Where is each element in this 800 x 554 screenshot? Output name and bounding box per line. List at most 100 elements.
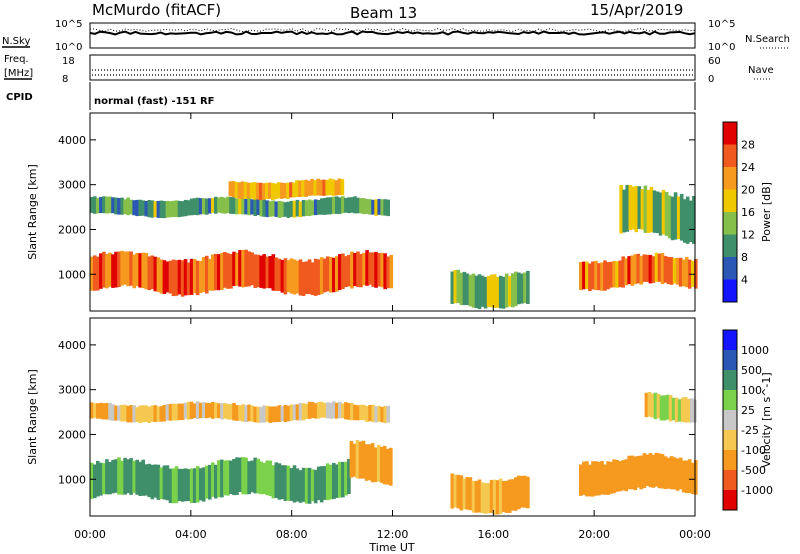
beam-title: Beam 13 [350,4,417,22]
echo-cell [241,249,245,288]
echo-cell [261,183,266,200]
echo-cell [498,478,503,514]
echo-cell [126,251,130,287]
echo-cell [238,197,242,215]
echo-cell [268,256,273,289]
colorbar-frame [722,329,738,511]
echo-cell [132,254,136,289]
echo-cell [274,257,279,291]
echo-cell [329,257,333,293]
echo-cell [511,273,515,308]
echo-cell [150,405,155,422]
echo-cell [520,273,524,304]
colorbar-tick-label: 25 [741,404,755,417]
echo-cell [198,402,203,419]
echo-cell [147,463,152,498]
echo-cell [477,479,482,513]
echo-cell [195,197,200,216]
echo-cell [262,254,266,289]
power-y-ticks: 4000 3000 2000 1000 [58,134,695,281]
echo-cell [371,404,375,423]
echo-cell [165,200,170,218]
echo-cell [117,198,121,215]
echo-cell [459,272,464,305]
echo-cell [208,258,212,291]
echo-cell [338,254,342,291]
echo-cell [606,262,610,290]
echo-cell [214,196,218,214]
colorbar-segment [723,390,737,411]
echo-cell [344,256,348,288]
echo-cell [247,251,251,287]
nsky-tick-top: 10^5 [55,19,82,30]
echo-cell [111,404,115,421]
echo-cell [228,181,233,197]
echo-cell [108,403,112,421]
nave-label: Nave [748,65,774,76]
echo-cell [350,251,354,289]
nsky-tick-bottom: 10^0 [55,42,82,53]
echo-cell [262,462,266,495]
echo-cell [223,403,227,419]
echo-cell [683,397,688,423]
echo-cell [627,455,631,490]
nsearch-label: N.Search [745,34,790,45]
echo-cell [295,468,300,502]
echo-cell [630,455,635,490]
x-tick-label: 00:00 [74,528,106,541]
echo-cell [114,405,118,421]
echo-cell [682,199,687,243]
echo-cell [253,254,257,288]
echo-cell [162,260,167,294]
echo-cell [664,192,669,236]
echo-cell [660,454,665,489]
echo-cell [265,256,270,289]
echo-cell [252,182,257,200]
y-tick-label: 1000 [58,268,86,281]
echo-cell [678,257,683,287]
echo-cell [322,258,327,293]
echo-cell [310,262,315,296]
echo-cell [298,201,303,218]
colorbar-segment [723,350,737,371]
echo-cell [168,468,173,503]
echo-cell [126,405,130,423]
echo-cell [361,440,366,479]
echo-cell [304,179,308,197]
echo-cell [301,467,306,502]
echo-cell [232,459,236,496]
echo-cell [579,262,583,291]
echo-cell [651,454,656,488]
echo-cell [316,200,321,215]
echo-cell [120,460,124,495]
echo-cell [232,402,236,421]
echo-cell [633,456,638,491]
echo-cell [371,252,375,287]
echo-cell [338,197,342,214]
x-axis-label: Time UT [368,541,414,554]
echo-cell [229,254,233,289]
echo-cell [639,255,644,285]
echo-cell [162,465,167,500]
echo-cell [105,402,109,420]
echo-cell [347,197,351,214]
echo-cell [692,196,696,244]
echo-cell [205,465,209,499]
nsearch-tick-top: 10^5 [708,19,735,30]
echo-cell [681,259,686,287]
echo-cell [205,402,209,419]
echo-cell [256,254,260,288]
echo-cell [114,197,118,215]
echo-cell [356,251,360,288]
echo-cell [514,271,518,307]
echo-cell [180,468,185,502]
echo-cell [111,254,115,288]
power-panel: 4000 3000 2000 1000 Slant Range [km] [26,112,698,312]
echo-cell [271,254,276,291]
echo-cell [141,459,145,496]
echo-cell [265,460,270,496]
echo-cell [633,254,638,285]
echo-cell [325,256,330,292]
echo-cell [340,179,345,196]
echo-cell [694,259,698,289]
